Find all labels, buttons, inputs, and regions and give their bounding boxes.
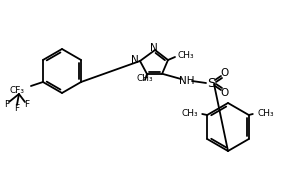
Text: CH₃: CH₃	[182, 108, 198, 117]
Text: CH₃: CH₃	[137, 74, 153, 83]
Text: N: N	[150, 43, 158, 53]
Text: CH₃: CH₃	[178, 50, 195, 59]
Text: N: N	[131, 55, 139, 65]
Text: F: F	[4, 100, 10, 108]
Text: O: O	[221, 68, 229, 78]
Text: S: S	[207, 76, 215, 90]
Text: CF₃: CF₃	[10, 86, 25, 95]
Text: CH₃: CH₃	[258, 108, 274, 117]
Text: NH: NH	[179, 76, 195, 86]
Text: O: O	[221, 88, 229, 98]
Text: F: F	[14, 103, 20, 112]
Text: F: F	[24, 100, 29, 108]
